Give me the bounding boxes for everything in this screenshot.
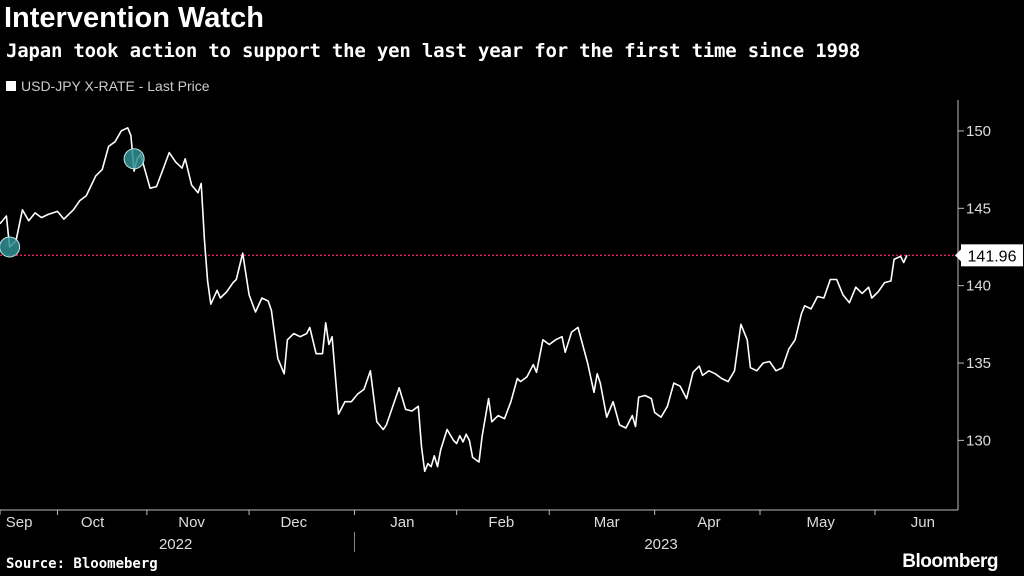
chart-title: Intervention Watch xyxy=(4,2,264,34)
x-tick-label: Sep xyxy=(6,514,33,531)
year-label: 2022 xyxy=(159,536,192,553)
x-tick-label: Jun xyxy=(911,514,935,531)
x-tick-label: Feb xyxy=(488,514,514,531)
chart-subtitle: Japan took action to support the yen las… xyxy=(6,40,861,62)
source-note: Source: Bloomeberg xyxy=(6,556,158,572)
y-tick-label: 130 xyxy=(966,432,991,449)
x-tick-label: May xyxy=(807,514,836,531)
x-tick-label: Dec xyxy=(280,514,307,531)
year-label: 2023 xyxy=(644,536,677,553)
legend-label: USD-JPY X-RATE - Last Price xyxy=(21,78,210,94)
x-tick-label: Oct xyxy=(81,514,105,531)
bloomberg-logo: Bloomberg xyxy=(902,551,998,572)
x-tick-label: Apr xyxy=(697,514,720,531)
intervention-marker xyxy=(0,236,21,258)
intervention-marker xyxy=(123,148,145,170)
y-tick-label: 145 xyxy=(966,200,991,217)
x-tick-label: Jan xyxy=(390,514,414,531)
y-tick-label: 140 xyxy=(966,278,991,295)
last-value-box xyxy=(961,244,1023,267)
last-value-label: 141.96 xyxy=(968,248,1017,265)
legend: USD-JPY X-RATE - Last Price xyxy=(6,78,210,94)
legend-swatch xyxy=(6,81,16,91)
last-value-pointer xyxy=(955,249,961,262)
x-tick-label: Mar xyxy=(594,514,620,531)
y-tick-label: 150 xyxy=(966,123,991,140)
x-tick-label: Nov xyxy=(178,514,205,531)
series-line xyxy=(0,127,908,473)
y-tick-label: 135 xyxy=(966,355,991,372)
